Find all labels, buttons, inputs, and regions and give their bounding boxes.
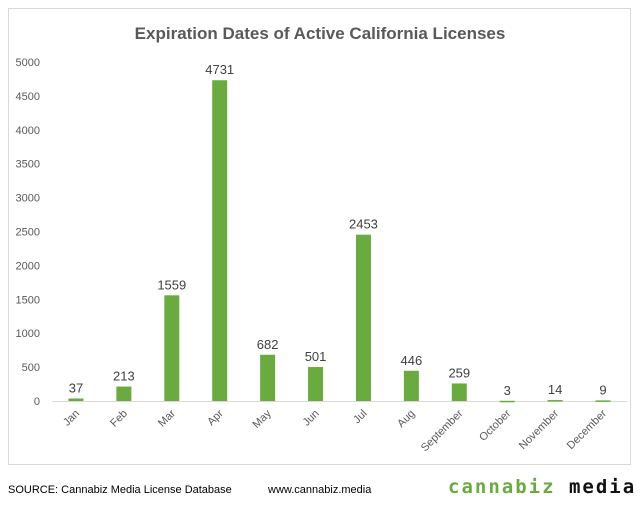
y-tick-label: 1000	[16, 328, 40, 340]
bar-may	[260, 354, 276, 401]
bar-november	[547, 400, 563, 402]
chart-frame	[8, 8, 631, 465]
cannabiz-media-logo: cannabiz media	[448, 476, 637, 498]
y-tick-label: 3500	[16, 159, 40, 171]
bar-jan	[68, 398, 84, 401]
y-tick-label: 2500	[16, 227, 40, 239]
x-tick-label: November	[517, 407, 562, 452]
bar-september	[451, 383, 467, 401]
website-link[interactable]: www.cannabiz.media	[268, 484, 372, 496]
y-tick-label: 2000	[16, 260, 40, 272]
chart-title: Expiration Dates of Active California Li…	[134, 24, 506, 43]
x-tick-label: Aug	[395, 408, 417, 430]
bar-jun	[308, 367, 324, 401]
bar-mar	[164, 295, 180, 401]
x-tick-label: Jan	[61, 408, 82, 429]
data-label: 259	[448, 365, 470, 380]
y-tick-label: 1500	[16, 294, 40, 306]
y-tick-label: 4000	[16, 125, 40, 137]
data-label: 1559	[157, 277, 186, 292]
source-note: SOURCE: Cannabiz Media License Database	[8, 484, 232, 496]
data-label: 682	[257, 337, 279, 352]
y-tick-label: 3000	[16, 193, 40, 205]
bar-apr	[212, 80, 228, 402]
x-tick-label: Feb	[108, 408, 130, 430]
x-tick-label: Jul	[351, 408, 369, 426]
x-tick-label: September	[419, 407, 466, 454]
bar-october	[499, 400, 515, 403]
x-tick-label: December	[565, 407, 610, 452]
data-label: 2453	[349, 217, 378, 232]
data-label: 14	[548, 382, 562, 397]
x-tick-label: May	[251, 407, 275, 431]
y-tick-label: 500	[22, 362, 40, 374]
bar-aug	[403, 370, 419, 401]
x-tick-label: Jun	[301, 408, 322, 429]
bar-december	[595, 400, 611, 402]
bar-chart: 0 500 1000 1500 2000 2500 3000 3500 4000 4500 5000…	[16, 57, 627, 454]
data-label: 213	[113, 369, 135, 384]
y-tick-label: 5000	[16, 57, 40, 69]
data-label: 9	[599, 382, 606, 397]
data-label: 37	[69, 380, 83, 395]
data-label: 3	[504, 383, 511, 398]
bar-jul	[355, 234, 371, 401]
y-tick-label: 0	[34, 396, 40, 408]
bar-feb	[116, 386, 132, 401]
data-label: 4731	[205, 62, 234, 77]
x-tick-label: Apr	[205, 407, 226, 428]
data-label: 501	[305, 349, 327, 364]
x-tick-label: October	[477, 407, 513, 443]
x-tick-label: Mar	[156, 407, 178, 429]
y-tick-label: 4500	[16, 91, 40, 103]
data-label: 446	[401, 353, 423, 368]
